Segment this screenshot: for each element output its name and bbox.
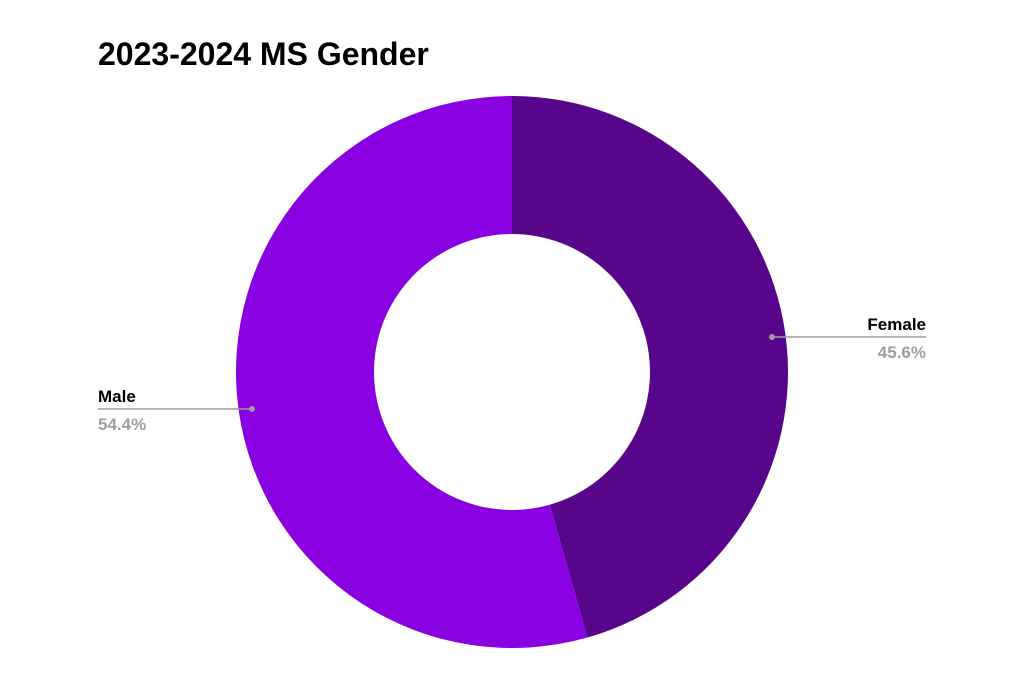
slice-female [512, 96, 788, 638]
slice-label-female: Female [867, 315, 926, 334]
leader-dot-male [249, 406, 255, 412]
slices-layer [235, 95, 788, 648]
slice-value-female: 45.6% [878, 343, 926, 362]
slice-label-male: Male [98, 387, 136, 406]
slice-value-male: 54.4% [98, 415, 146, 434]
chart-title: 2023-2024 MS Gender [98, 36, 429, 72]
labels-layer: Female 45.6% Male 54.4% [98, 315, 926, 434]
slice-male [235, 95, 588, 648]
leader-dot-female [769, 334, 775, 340]
